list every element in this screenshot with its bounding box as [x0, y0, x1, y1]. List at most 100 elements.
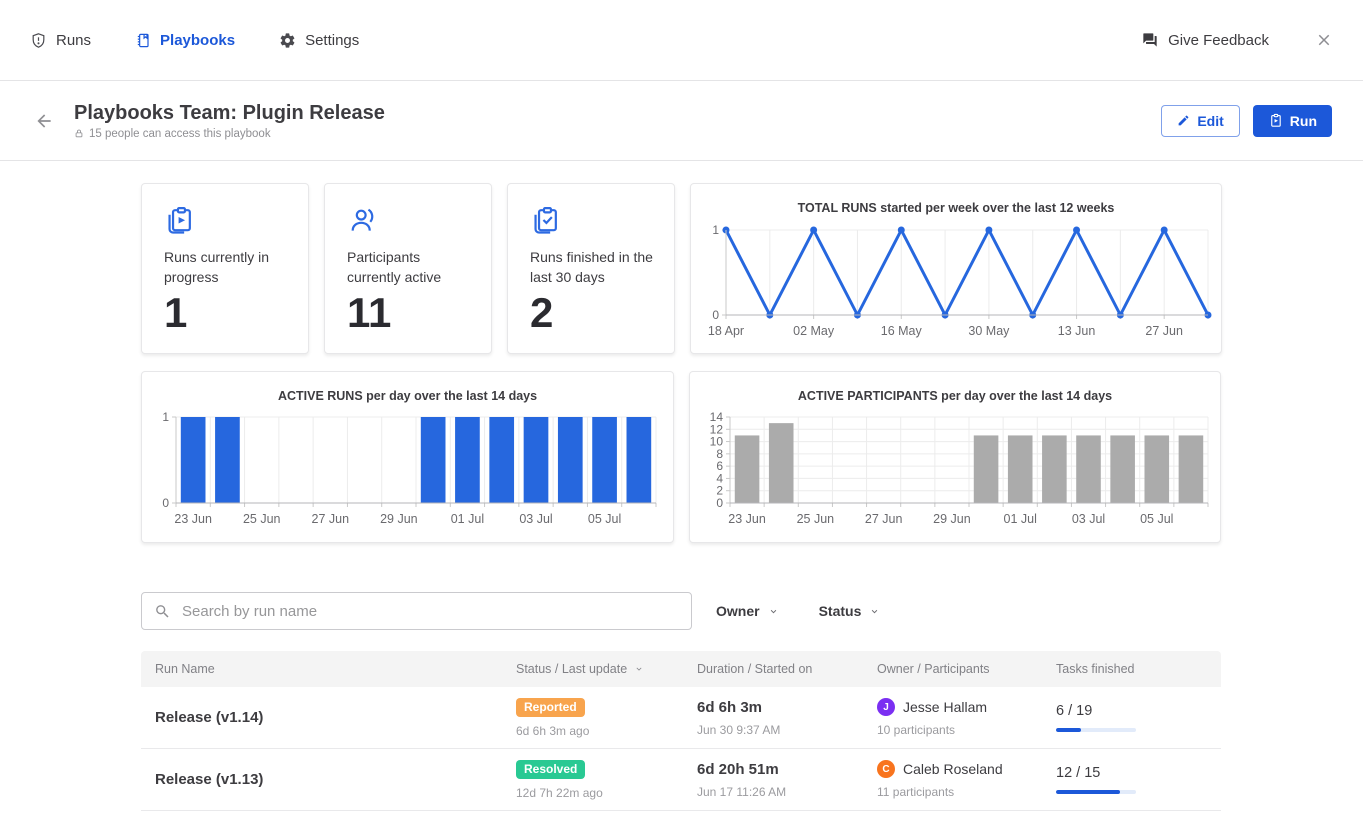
svg-text:4: 4	[716, 471, 723, 485]
access-note: 15 people can access this playbook	[74, 128, 385, 140]
chart-active-participants: ACTIVE PARTICIPANTS per day over the las…	[689, 371, 1221, 543]
total-runs-line-chart: 0 1 18 Apr 02 May 16 May 30 May 13 Jun 27 Jun	[708, 223, 1212, 338]
svg-text:29 Jun: 29 Jun	[933, 512, 971, 526]
search-box	[141, 592, 692, 630]
chart-title: TOTAL RUNS started per week over the las…	[797, 201, 1115, 215]
svg-text:13 Jun: 13 Jun	[1058, 324, 1096, 338]
run-duration: 6d 6h 3m	[697, 698, 763, 716]
column-run-name: Run Name	[155, 662, 215, 676]
svg-text:6: 6	[716, 459, 723, 473]
tab-settings-label: Settings	[305, 31, 360, 49]
run-name: Release (v1.14)	[155, 709, 264, 726]
search-input[interactable]	[180, 601, 679, 621]
stat-value: 11	[347, 289, 392, 336]
svg-text:0: 0	[712, 308, 719, 322]
svg-text:01 Jul: 01 Jul	[451, 512, 484, 526]
tasks-finished: 6 / 19	[1056, 703, 1093, 719]
svg-text:16 May: 16 May	[881, 324, 923, 338]
run-button[interactable]: Run	[1252, 104, 1332, 137]
owner-name: Jesse Hallam	[903, 699, 988, 715]
sort-chevron-down-icon	[634, 664, 644, 674]
playbook-icon	[135, 32, 151, 49]
top-nav: Runs Playbooks Settings	[0, 0, 1363, 81]
tab-playbooks-label: Playbooks	[160, 31, 236, 49]
svg-text:02 May: 02 May	[793, 324, 835, 338]
svg-text:23 Jun: 23 Jun	[174, 512, 212, 526]
page-title: Playbooks Team: Plugin Release	[74, 101, 385, 124]
table-row[interactable]: Release (v1.14) Reported 6d 6h 3m ago 6d…	[141, 687, 1221, 749]
shield-alert-icon	[30, 32, 47, 49]
clipboard-check-icon	[530, 205, 658, 236]
status-badge: Resolved	[516, 759, 586, 779]
task-progress-bar	[1056, 790, 1136, 794]
last-update: 12d 7h 22m ago	[516, 785, 603, 800]
svg-text:1: 1	[712, 223, 719, 237]
tab-settings[interactable]: Settings	[279, 32, 359, 49]
chart-title: ACTIVE PARTICIPANTS per day over the las…	[797, 389, 1113, 403]
task-progress-fill	[1056, 728, 1082, 732]
status-filter-dropdown[interactable]: Status	[819, 603, 881, 619]
column-tasks: Tasks finished	[1056, 662, 1135, 676]
chevron-down-icon	[869, 606, 880, 617]
runs-table: Run Name Status / Last update Duration /…	[141, 651, 1221, 811]
give-feedback-link[interactable]: Give Feedback	[1142, 32, 1269, 49]
svg-text:27 Jun: 27 Jun	[865, 512, 903, 526]
task-progress-bar	[1056, 728, 1136, 732]
give-feedback-label: Give Feedback	[1168, 31, 1269, 49]
svg-text:12: 12	[710, 422, 724, 436]
participants-count: 11 participants	[877, 785, 955, 799]
search-icon	[154, 603, 171, 620]
table-row[interactable]: Release (v1.13) Resolved 12d 7h 22m ago …	[141, 749, 1221, 811]
svg-text:14: 14	[710, 410, 724, 424]
svg-text:25 Jun: 25 Jun	[797, 512, 835, 526]
chart-title: ACTIVE RUNS per day over the last 14 day…	[277, 389, 538, 403]
active-runs-bar-chart: 0 1 23 Jun 25 Jun 27 Jun 29 Jun 01 Jul 03 Jul 05…	[162, 410, 657, 526]
stat-value: 1	[164, 289, 188, 336]
status-badge: Reported	[516, 697, 585, 717]
stat-label: Participants currently active	[347, 249, 442, 285]
participants-count: 10 participants	[877, 723, 956, 737]
lock-icon	[74, 128, 84, 139]
task-progress-fill	[1056, 790, 1120, 794]
svg-text:29 Jun: 29 Jun	[380, 512, 418, 526]
svg-text:25 Jun: 25 Jun	[243, 512, 281, 526]
run-name: Release (v1.13)	[155, 771, 264, 788]
svg-text:03 Jul: 03 Jul	[519, 512, 552, 526]
tab-runs-label: Runs	[56, 31, 92, 49]
stat-card-participants-active: Participants currently active 11	[324, 183, 492, 354]
svg-text:8: 8	[716, 447, 723, 461]
svg-text:30 May: 30 May	[968, 324, 1010, 338]
back-arrow-icon[interactable]	[34, 111, 54, 131]
column-status-sort[interactable]: Status / Last update	[516, 662, 697, 676]
owner-filter-label: Owner	[716, 603, 760, 619]
close-icon[interactable]	[1315, 31, 1333, 49]
stat-value: 2	[530, 289, 554, 336]
chevron-down-icon	[768, 606, 779, 617]
column-owner: Owner / Participants	[877, 662, 990, 676]
tab-playbooks[interactable]: Playbooks	[135, 32, 235, 49]
started-on: Jun 17 11:26 AM	[697, 784, 787, 799]
pencil-icon	[1177, 114, 1190, 127]
column-duration: Duration / Started on	[697, 662, 813, 676]
tab-runs[interactable]: Runs	[30, 32, 91, 49]
started-on: Jun 30 9:37 AM	[697, 722, 781, 737]
svg-text:0: 0	[716, 496, 723, 510]
svg-text:05 Jul: 05 Jul	[588, 512, 621, 526]
owner-filter-dropdown[interactable]: Owner	[716, 603, 779, 619]
edit-button[interactable]: Edit	[1161, 104, 1240, 137]
column-status-label: Status / Last update	[516, 662, 628, 676]
svg-text:1: 1	[162, 410, 169, 424]
svg-text:27 Jun: 27 Jun	[312, 512, 350, 526]
svg-text:2: 2	[716, 484, 723, 498]
edit-button-label: Edit	[1197, 112, 1224, 129]
last-update: 6d 6h 3m ago	[516, 723, 590, 738]
svg-text:01 Jul: 01 Jul	[1004, 512, 1037, 526]
stat-label: Runs currently in progress	[164, 249, 270, 285]
svg-text:27 Jun: 27 Jun	[1145, 324, 1183, 338]
svg-text:0: 0	[162, 496, 169, 510]
page-header: Playbooks Team: Plugin Release 15 people…	[0, 81, 1363, 161]
stat-card-runs-finished: Runs finished in the last 30 days 2	[507, 183, 675, 354]
status-filter-label: Status	[818, 603, 862, 619]
run-duration: 6d 20h 51m	[697, 760, 779, 778]
chart-total-runs: TOTAL RUNS started per week over the las…	[690, 183, 1222, 354]
